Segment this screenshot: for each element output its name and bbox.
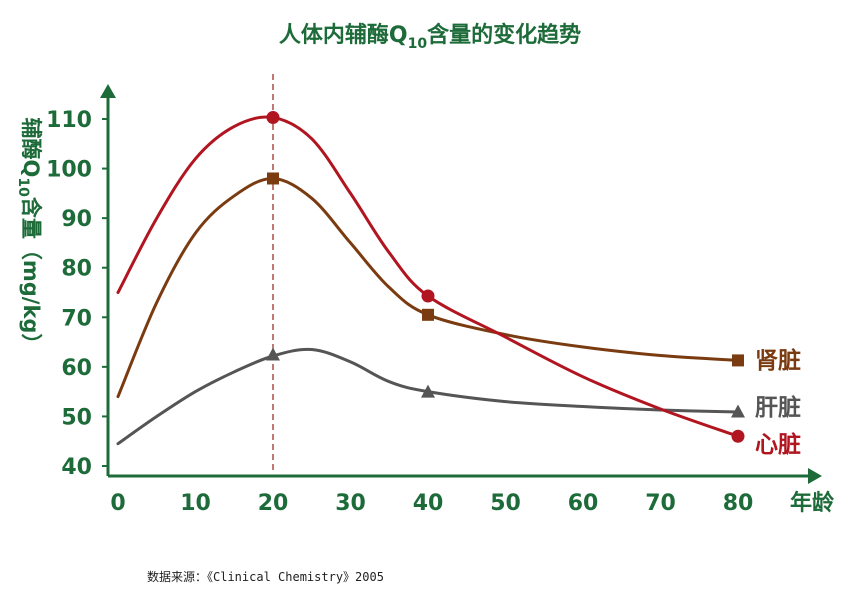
y-tick-label: 40	[61, 455, 92, 480]
series-label: 肾脏	[755, 347, 801, 374]
x-tick-label: 0	[110, 491, 125, 516]
svg-text:辅酶Q10含量（mg/kg）: 辅酶Q10含量（mg/kg）	[15, 118, 43, 355]
x-tick-label: 50	[490, 491, 521, 516]
x-axis-arrow	[808, 468, 822, 484]
x-tick-label: 30	[335, 491, 366, 516]
data-point	[732, 354, 744, 367]
axis-ticks: 0 10 20 30 40 50 60 70 80 40 50 60 70 80 90 100 110	[46, 108, 753, 516]
series-line	[116, 347, 740, 446]
y-tick-label: 70	[61, 306, 92, 331]
y-axis-arrow	[100, 84, 116, 98]
data-point	[422, 308, 434, 321]
y-tick-label: 90	[61, 207, 92, 232]
x-tick-label: 20	[258, 491, 289, 516]
series-2: 心脏	[116, 111, 801, 458]
series-0: 肾脏	[116, 172, 801, 399]
data-point	[731, 429, 745, 443]
series-1: 肝脏	[116, 347, 801, 446]
y-tick-label: 110	[46, 108, 92, 133]
x-tick-label: 40	[413, 491, 444, 516]
series-label: 心脏	[755, 431, 801, 458]
data-point	[266, 111, 280, 125]
data-point	[266, 347, 280, 361]
data-point	[731, 404, 745, 418]
x-tick-label: 10	[180, 491, 211, 516]
x-tick-label: 60	[568, 491, 599, 516]
y-axis-label: 辅酶Q10含量（mg/kg）	[15, 118, 43, 355]
y-tick-label: 50	[61, 405, 92, 430]
y-tick-label: 100	[46, 158, 92, 183]
series-line	[116, 115, 740, 438]
y-tick-label: 80	[61, 257, 92, 282]
series-line	[116, 176, 740, 399]
data-point	[421, 384, 435, 398]
x-tick-label: 70	[645, 491, 676, 516]
data-source-note: 数据来源：《Clinical Chemistry》2005	[147, 570, 384, 584]
x-axis-label: 年龄	[790, 490, 835, 516]
x-tick-label: 80	[723, 491, 754, 516]
y-tick-label: 60	[61, 356, 92, 381]
data-point	[421, 289, 435, 303]
chart-title: 人体内辅酶Q10含量的变化趋势	[279, 22, 581, 52]
data-point	[267, 172, 279, 185]
series-label: 肝脏	[755, 394, 801, 421]
